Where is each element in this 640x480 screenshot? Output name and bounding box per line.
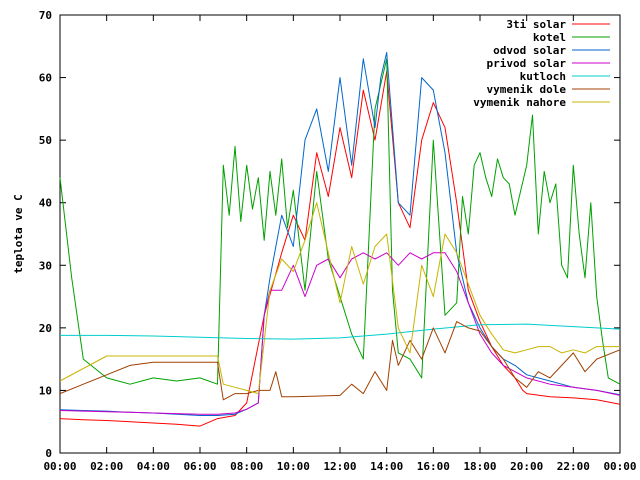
x-tick-label: 16:00 [417,460,450,473]
x-tick-label: 22:00 [557,460,590,473]
series-line-vymenik-nahore [59,202,620,395]
series-line-privod-solar [59,252,621,415]
series-line-3ti-solar [59,70,621,427]
x-tick-label: 14:00 [370,460,403,473]
legend-label: vymenik dole [487,83,567,96]
x-tick-label: 04:00 [137,460,170,473]
y-tick-label: 0 [45,447,52,460]
legend-label: kotel [533,31,566,44]
legend-label: odvod solar [493,44,566,57]
x-tick-label: 12:00 [323,460,356,473]
x-tick-label: 00:00 [603,460,636,473]
y-tick-label: 30 [39,259,52,272]
legend-label: 3ti solar [506,18,566,31]
y-tick-label: 20 [39,322,52,335]
series-line-kutloch [60,323,621,340]
series-lines [59,52,621,427]
y-tick-label: 10 [39,384,52,397]
y-tick-label: 60 [39,72,52,85]
series-line-vymenik-dole [59,321,621,401]
series-line-kotel [59,58,621,385]
legend-label: privod solar [487,57,567,70]
legend-label: vymenik nahore [473,96,566,109]
x-tick-label: 06:00 [183,460,216,473]
x-tick-label: 10:00 [277,460,310,473]
y-tick-label: 50 [39,134,52,147]
y-tick-label: 70 [39,9,52,22]
x-tick-label: 00:00 [43,460,76,473]
x-tick-label: 08:00 [230,460,263,473]
y-tick-label: 40 [39,197,52,210]
x-tick-label: 20:00 [510,460,543,473]
legend-label: kutloch [520,70,566,83]
x-tick-label: 18:00 [463,460,496,473]
x-tick-label: 02:00 [90,460,123,473]
y-axis-title: teplota ve C [12,194,25,273]
axis-ticks: 0 10 20 30 40 50 60 70 00:00 02:00 04:00 06:00 08:00… [39,9,637,473]
